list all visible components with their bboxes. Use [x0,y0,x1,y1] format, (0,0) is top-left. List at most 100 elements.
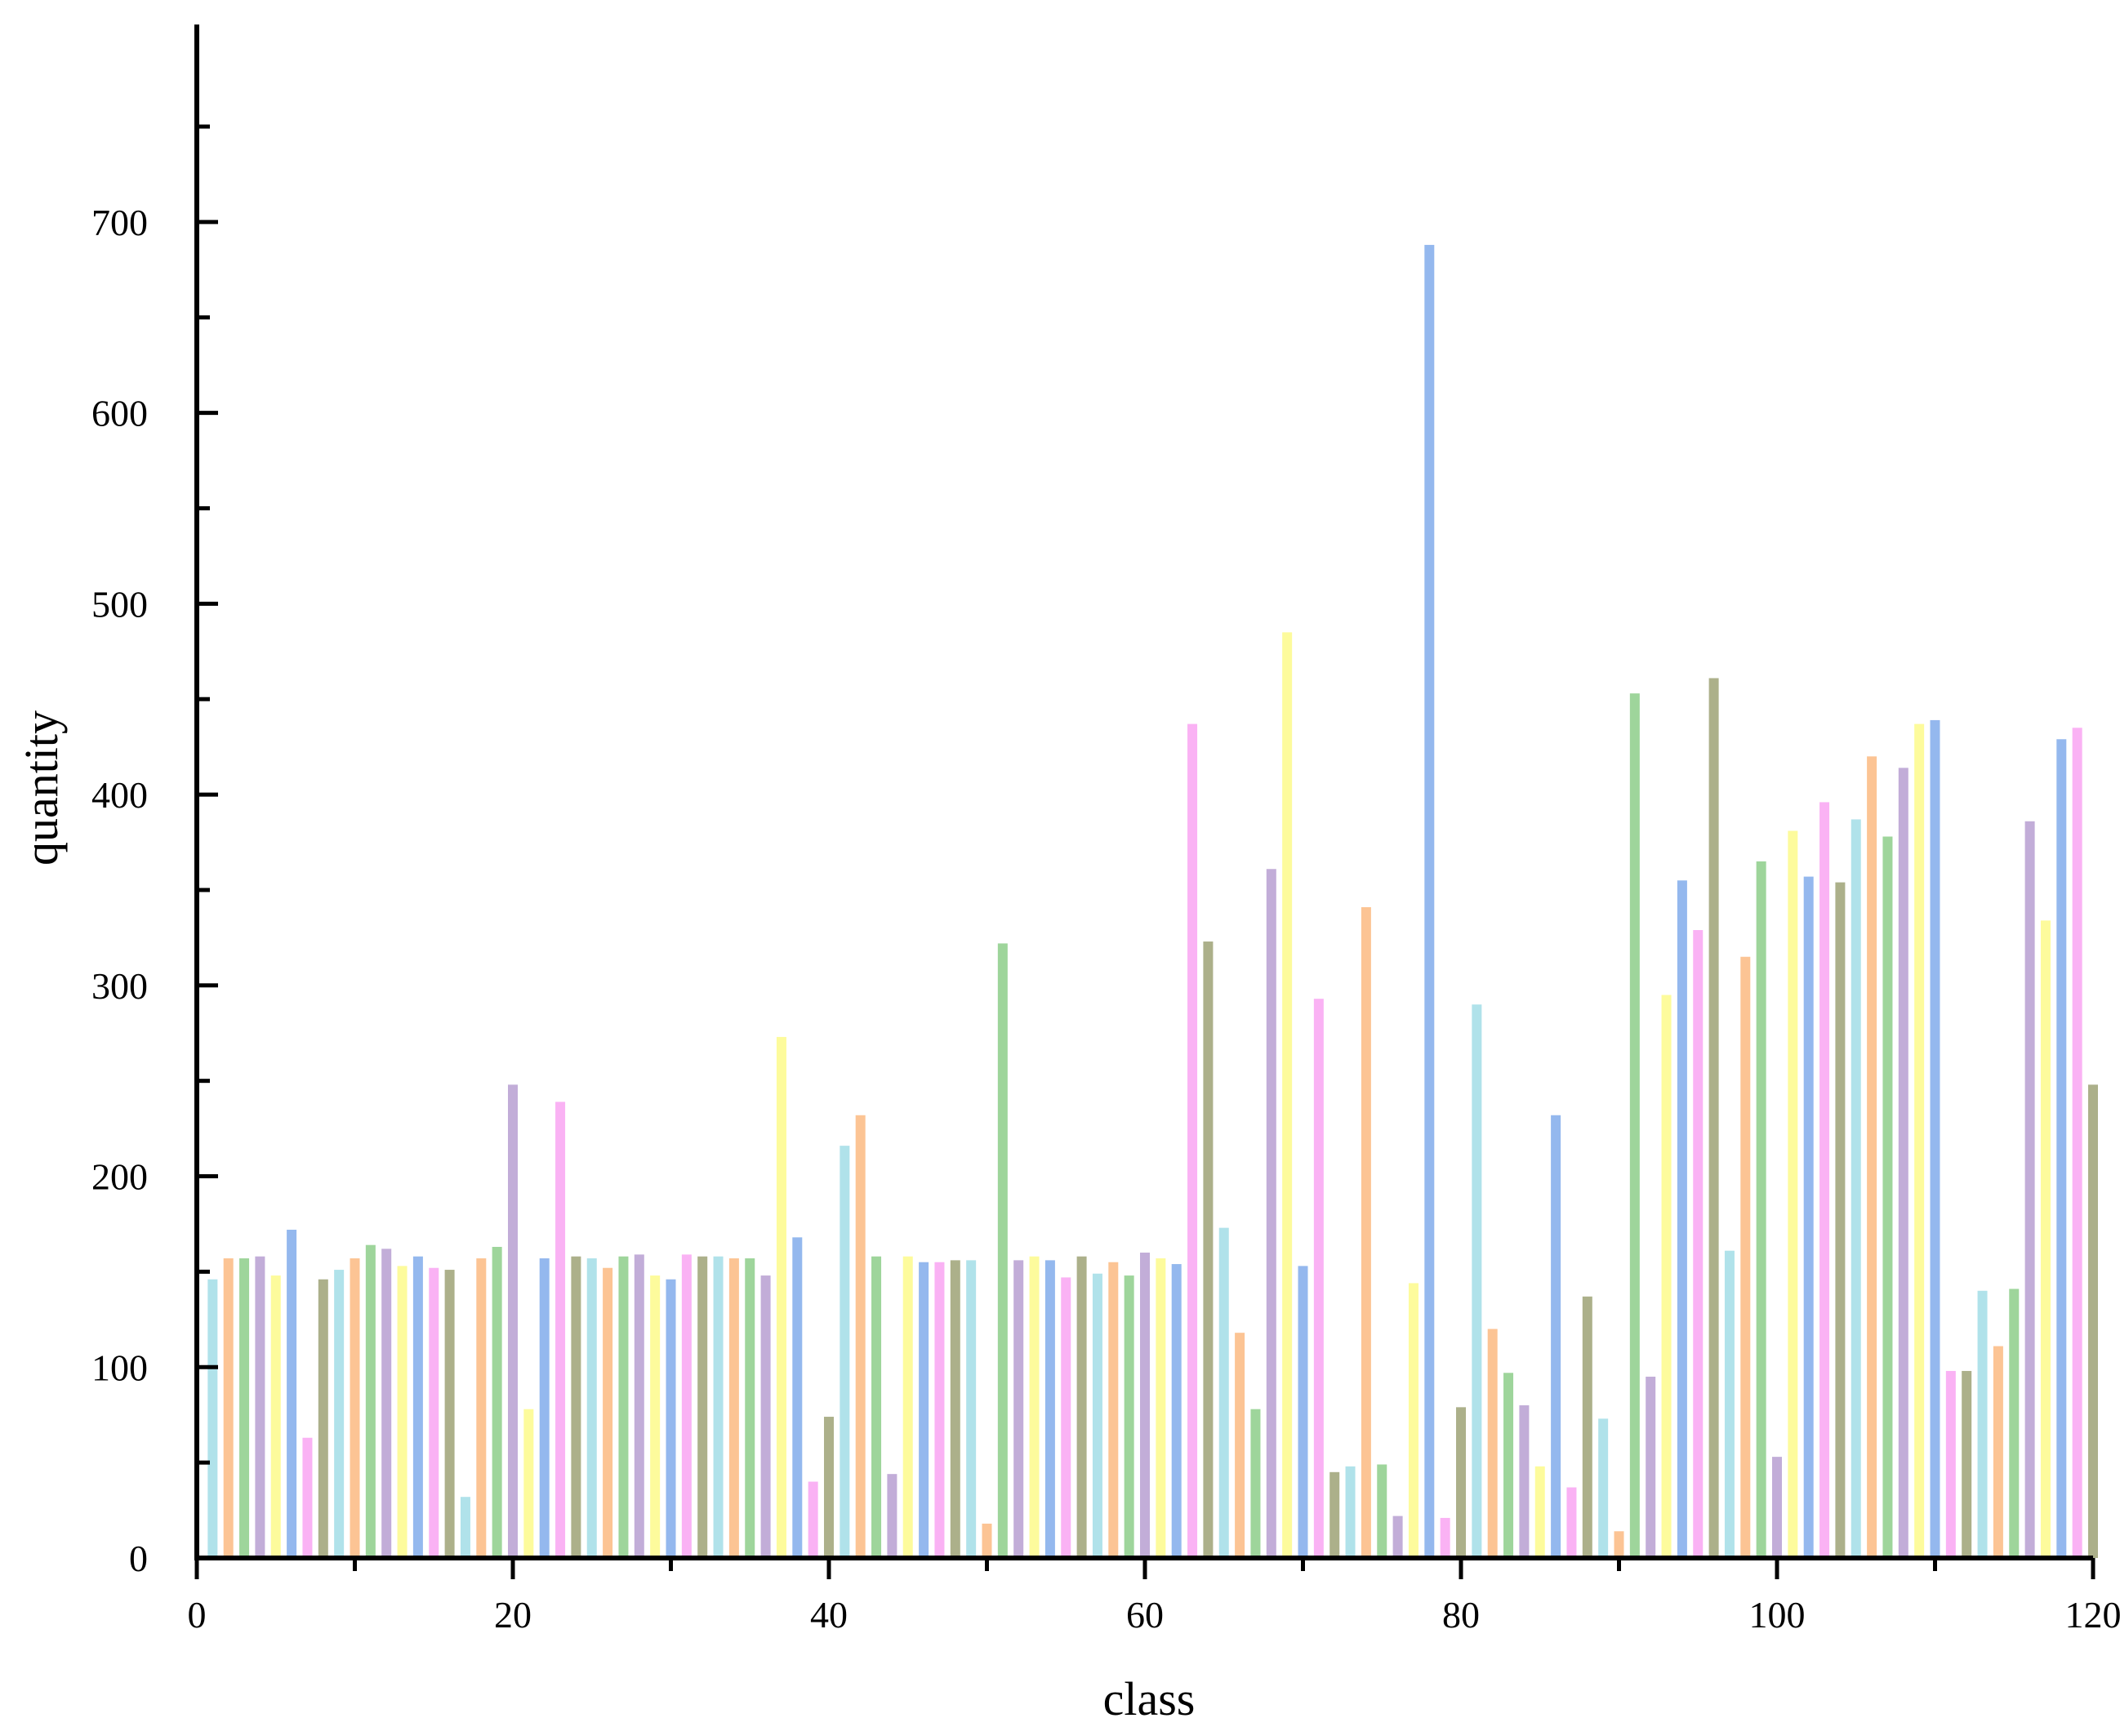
bar-class-117 [2040,920,2051,1558]
bar-class-47 [934,1262,945,1558]
bars-group [207,244,2098,1559]
bar-class-87 [1566,1487,1577,1558]
y-tick-label: 300 [91,965,148,1007]
bar-class-57 [1092,1273,1102,1558]
bar-class-82 [1487,1329,1498,1558]
bar-class-4 [255,1256,265,1558]
bar-class-78 [1424,244,1435,1558]
bar-class-67 [1250,1409,1261,1558]
bar-class-111 [1945,1370,1956,1558]
bar-class-51 [997,943,1008,1558]
bar-class-1 [207,1279,218,1558]
bar-class-119 [2072,728,2082,1558]
y-tick-label: 400 [91,774,148,816]
bar-class-113 [1977,1290,1988,1558]
bar-class-96 [1708,678,1719,1558]
bar-class-97 [1724,1250,1735,1558]
y-tick-label: 100 [91,1347,148,1388]
bar-class-79 [1440,1517,1450,1558]
y-axis-title: quantity [15,710,68,866]
bar-class-5 [270,1275,281,1558]
x-tick-label: 0 [188,1594,207,1636]
bar-class-88 [1582,1296,1592,1558]
y-tick-label: 500 [91,583,148,625]
bar-class-7 [302,1437,313,1558]
bar-class-94 [1677,880,1687,1558]
x-tick-label: 80 [1442,1594,1480,1636]
bar-class-93 [1661,995,1672,1558]
bar-class-41 [840,1146,850,1558]
bar-class-73 [1345,1466,1356,1558]
bar-class-64 [1203,941,1214,1558]
bar-class-44 [887,1474,897,1558]
bar-class-108 [1898,768,1908,1558]
bar-class-102 [1803,876,1814,1558]
bar-class-45 [902,1256,913,1558]
bar-class-80 [1456,1407,1466,1558]
bar-class-24 [571,1256,581,1558]
bar-class-22 [539,1258,550,1558]
bar-class-115 [2009,1289,2020,1558]
bar-class-120 [2088,1084,2098,1558]
bar-class-17 [460,1497,470,1558]
bar-class-95 [1693,930,1704,1558]
bar-class-89 [1598,1418,1609,1558]
bar-class-19 [492,1247,502,1558]
bar-class-43 [871,1256,882,1558]
bar-class-54 [1044,1260,1055,1558]
bar-class-61 [1156,1258,1166,1558]
bar-class-100 [1772,1457,1782,1558]
bar-class-42 [855,1115,866,1558]
bar-class-46 [919,1262,929,1558]
bar-class-33 [713,1256,724,1558]
bar-class-112 [1962,1370,1972,1558]
bar-class-65 [1218,1227,1229,1558]
bar-class-31 [681,1254,692,1558]
bar-class-60 [1140,1253,1150,1558]
bar-class-21 [523,1409,534,1558]
bar-class-26 [603,1267,613,1558]
bar-class-107 [1882,836,1893,1558]
x-tick-label: 120 [2065,1594,2120,1636]
bar-class-16 [444,1270,455,1558]
bar-class-114 [1993,1346,2003,1558]
bar-class-62 [1171,1264,1182,1558]
bar-class-105 [1851,819,1861,1558]
bar-class-27 [618,1256,629,1558]
bar-class-118 [2056,739,2067,1558]
bar-class-10 [350,1258,360,1558]
bar-class-70 [1298,1266,1308,1558]
bar-class-20 [508,1084,518,1558]
bar-class-77 [1408,1283,1419,1558]
bar-class-63 [1187,723,1198,1558]
bar-class-103 [1819,802,1830,1558]
bar-class-68 [1266,869,1276,1558]
bar-class-2 [223,1258,234,1558]
bar-class-38 [792,1237,803,1558]
bar-class-74 [1361,906,1371,1558]
y-tick-label: 0 [129,1538,148,1579]
bar-class-72 [1329,1471,1340,1558]
bar-class-55 [1061,1277,1071,1558]
axes-group: 0 100 200 300 400 500 600 700 0 20 40 60 80 100 120 [91,24,2120,1636]
bar-class-104 [1835,882,1846,1558]
bar-class-50 [982,1523,992,1558]
bar-class-36 [760,1275,771,1558]
bar-class-58 [1108,1262,1119,1558]
bar-class-75 [1377,1464,1387,1558]
bar-class-18 [476,1258,487,1558]
bar-class-91 [1629,693,1640,1559]
bar-class-37 [776,1036,786,1558]
bar-class-56 [1076,1256,1087,1558]
bar-class-34 [728,1258,739,1558]
y-tick-label: 700 [91,202,148,243]
bar-class-6 [287,1229,297,1558]
bar-class-69 [1282,632,1293,1558]
y-tick-label: 200 [91,1156,148,1198]
bar-class-106 [1867,756,1877,1558]
bar-class-83 [1503,1373,1514,1558]
bar-class-109 [1914,723,1925,1558]
bar-class-8 [318,1279,328,1558]
bar-class-49 [966,1260,977,1558]
bar-class-32 [697,1256,708,1558]
